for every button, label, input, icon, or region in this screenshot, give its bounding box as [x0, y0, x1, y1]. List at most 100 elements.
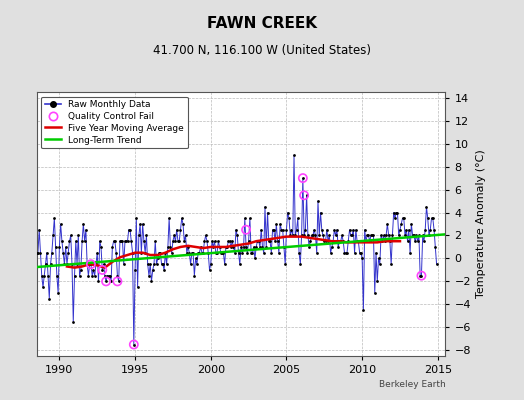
Point [172, 226, 181, 233]
Point [205, 267, 214, 273]
Point [57, 221, 65, 227]
Point [425, 232, 433, 239]
Point [308, 232, 316, 239]
Point [48, 250, 56, 256]
Point [107, 278, 115, 284]
Point [309, 232, 317, 239]
Point [150, 261, 158, 267]
Point [60, 261, 69, 267]
Point [144, 261, 152, 267]
Point [147, 278, 156, 284]
Point [156, 250, 165, 256]
Point [323, 226, 331, 233]
Point [127, 238, 136, 244]
Point [357, 250, 365, 256]
Point [411, 238, 419, 244]
Point [230, 244, 238, 250]
Point [367, 232, 375, 239]
Point [212, 250, 220, 256]
Point [59, 250, 68, 256]
Point [423, 215, 432, 222]
Point [272, 221, 280, 227]
Point [170, 232, 178, 239]
Point [369, 232, 378, 239]
Point [363, 232, 372, 239]
Point [171, 238, 180, 244]
Point [428, 215, 436, 222]
Point [293, 215, 302, 222]
Point [110, 238, 118, 244]
Point [335, 238, 344, 244]
Point [388, 232, 397, 239]
Point [218, 250, 226, 256]
Point [301, 226, 310, 233]
Point [233, 232, 242, 239]
Point [132, 215, 140, 222]
Point [204, 250, 212, 256]
Point [94, 278, 103, 284]
Point [321, 238, 330, 244]
Point [53, 272, 61, 279]
Point [34, 250, 42, 256]
Text: 41.700 N, 116.100 W (United States): 41.700 N, 116.100 W (United States) [153, 44, 371, 57]
Point [223, 244, 232, 250]
Point [175, 238, 183, 244]
Point [64, 250, 72, 256]
Point [250, 255, 259, 262]
Point [73, 261, 81, 267]
Point [378, 238, 387, 244]
Point [236, 261, 244, 267]
Point [87, 261, 95, 267]
Point [122, 238, 130, 244]
Point [102, 278, 110, 284]
Point [352, 226, 360, 233]
Point [104, 272, 113, 279]
Point [258, 244, 267, 250]
Point [387, 261, 395, 267]
Point [292, 226, 301, 233]
Point [200, 238, 209, 244]
Point [249, 244, 258, 250]
Point [247, 250, 255, 256]
Point [319, 232, 327, 239]
Point [420, 238, 428, 244]
Point [77, 267, 85, 273]
Point [406, 250, 414, 256]
Point [209, 244, 217, 250]
Point [271, 238, 279, 244]
Point [216, 250, 225, 256]
Point [248, 250, 257, 256]
Point [264, 209, 272, 216]
Point [41, 261, 50, 267]
Point [353, 238, 361, 244]
Point [68, 261, 76, 267]
Point [85, 261, 94, 267]
Point [191, 255, 200, 262]
Point [70, 272, 79, 279]
Point [141, 250, 149, 256]
Point [389, 209, 398, 216]
Point [46, 261, 54, 267]
Point [377, 232, 385, 239]
Point [228, 238, 236, 244]
Point [242, 226, 250, 233]
Point [385, 232, 393, 239]
Point [42, 250, 51, 256]
Point [114, 278, 123, 284]
Point [182, 250, 191, 256]
Point [305, 244, 313, 250]
Point [95, 238, 104, 244]
Point [287, 226, 296, 233]
Point [189, 250, 198, 256]
Point [324, 238, 332, 244]
Point [274, 238, 282, 244]
Point [87, 261, 95, 267]
Point [188, 250, 196, 256]
Point [410, 232, 418, 239]
Point [267, 250, 276, 256]
Point [193, 261, 201, 267]
Point [36, 250, 45, 256]
Point [92, 261, 100, 267]
Point [246, 215, 254, 222]
Point [194, 250, 202, 256]
